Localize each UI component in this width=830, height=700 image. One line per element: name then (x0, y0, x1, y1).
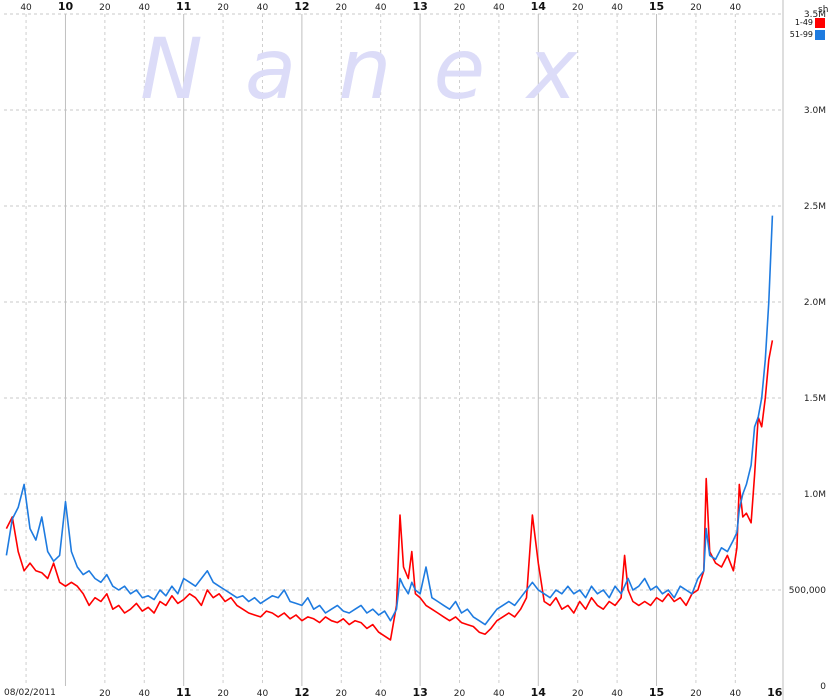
x-bottom-tick-label-8: 13 (412, 686, 427, 699)
y-tick-label-3: 1.5M (804, 394, 826, 404)
x-bottom-tick-label-14: 15 (649, 686, 664, 699)
legend-label-0: 1-49 (795, 18, 813, 27)
x-bottom-tick-label-2: 11 (176, 686, 191, 699)
x-bottom-tick-label-9: 20 (454, 689, 466, 699)
unit-label: sh (818, 5, 828, 15)
y-tick-label-2: 1.0M (804, 490, 826, 500)
x-top-tick-label-8: 20 (336, 3, 348, 13)
nanex-watermark: Nanex (140, 20, 619, 118)
y-tick-label-1: 500,000 (789, 586, 826, 596)
x-bottom-tick-label-3: 20 (217, 689, 229, 699)
x-bottom-tick-label-4: 40 (257, 689, 269, 699)
x-bottom-tick-label-11: 14 (531, 686, 547, 699)
x-bottom-tick-label-13: 40 (611, 689, 623, 699)
y-tick-label-4: 2.0M (804, 298, 826, 308)
x-top-tick-label-4: 11 (176, 0, 191, 13)
x-axis-bottom: 20 40 11 20 40 12 20 40 13 20 40 14 20 40 15 20 40 16 (99, 686, 783, 699)
legend-swatch-1 (815, 30, 825, 40)
x-top-tick-label-16: 15 (649, 0, 664, 13)
series-lines (5, 215, 774, 641)
x-bottom-tick-label-7: 40 (375, 689, 387, 699)
x-bottom-tick-label-10: 40 (493, 689, 505, 699)
x-bottom-tick-label-16: 40 (730, 689, 742, 699)
x-top-tick-label-11: 20 (454, 3, 466, 13)
series-line-1 (5, 215, 774, 626)
x-top-tick-label-12: 40 (493, 3, 505, 13)
legend-label-1: 51-99 (790, 30, 813, 39)
x-top-tick-label-3: 40 (139, 3, 151, 13)
x-bottom-tick-label-15: 20 (690, 689, 702, 699)
x-top-tick-label-14: 20 (572, 3, 584, 13)
y-tick-label-5: 2.5M (804, 202, 826, 212)
x-top-tick-label-10: 13 (412, 0, 427, 13)
x-top-tick-label-1: 10 (58, 0, 74, 13)
grid (4, 0, 784, 700)
x-bottom-tick-label-17: 16 (767, 686, 783, 699)
x-top-tick-label-7: 12 (294, 0, 309, 13)
x-bottom-tick-label-5: 12 (294, 686, 309, 699)
x-bottom-tick-label-6: 20 (336, 689, 348, 699)
x-top-tick-label-15: 40 (611, 3, 623, 13)
y-axis-right: 0 500,000 1.0M 1.5M 2.0M 2.5M 3.0M 3.5M (789, 10, 826, 692)
x-top-tick-label-13: 14 (531, 0, 547, 13)
series-line-0 (5, 340, 774, 641)
date-label: 08/02/2011 (4, 688, 56, 698)
legend-swatch-0 (815, 18, 825, 28)
x-top-tick-label-5: 20 (217, 3, 229, 13)
x-top-tick-label-9: 40 (375, 3, 387, 13)
x-bottom-tick-label-0: 20 (99, 689, 111, 699)
x-top-tick-label-6: 40 (257, 3, 269, 13)
x-top-tick-label-2: 20 (99, 3, 111, 13)
x-axis-top: 40 10 20 40 11 20 40 12 20 40 13 20 40 14 20 40 15 20 40 (20, 0, 741, 13)
x-bottom-tick-label-12: 20 (572, 689, 584, 699)
x-top-tick-label-17: 20 (690, 3, 702, 13)
y-tick-label-7: 3.5M (804, 10, 826, 20)
x-top-tick-label-0: 40 (20, 3, 32, 13)
y-tick-label-0: 0 (820, 682, 826, 692)
y-tick-label-6: 3.0M (804, 106, 826, 116)
x-top-tick-label-18: 40 (730, 3, 742, 13)
legend: 1-49 51-99 (790, 18, 825, 40)
x-bottom-tick-label-1: 40 (139, 689, 151, 699)
